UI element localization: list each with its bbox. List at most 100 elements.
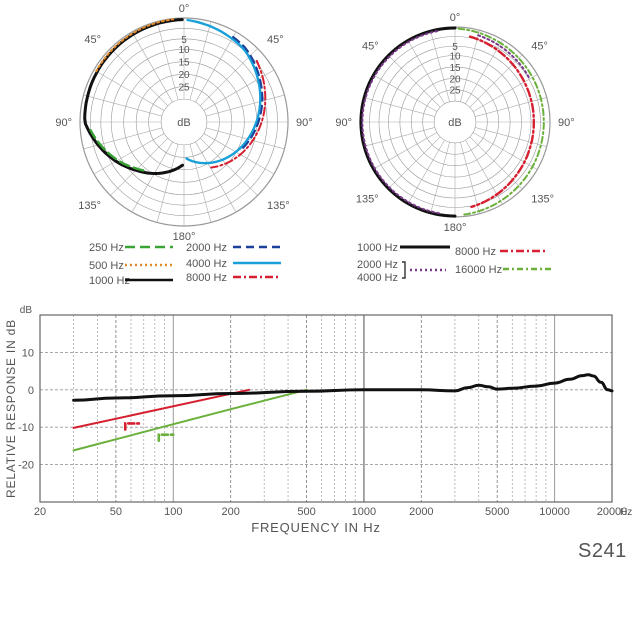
left-polar-angle-label: 135° (78, 200, 101, 212)
y-unit-label: dB (20, 305, 33, 316)
right-polar-spoke (475, 127, 547, 147)
series-line (72, 388, 251, 429)
right-polar-angle-label: 135° (356, 193, 379, 205)
rolloff-annotation (157, 433, 175, 442)
right-polar-ring-label: 5 (452, 42, 458, 53)
left-polar-spoke (199, 48, 258, 107)
polar-right-2000hz-curve (361, 30, 440, 215)
polar-right-4000hz-curve (477, 34, 531, 80)
left-polar-angle-label: 0° (179, 3, 190, 15)
left-polar-angle-label: 135° (267, 200, 290, 212)
y-tick-label: 10 (22, 347, 34, 359)
left-polar-center-label: dB (177, 117, 190, 129)
y-tick-label: -20 (18, 460, 34, 472)
right-polar-spoke (469, 136, 523, 190)
right-polar-ring-label: 15 (449, 63, 461, 74)
y-tick-label: -10 (18, 422, 34, 434)
left-polar-ring-label: 10 (178, 45, 190, 56)
left-polar-spoke (131, 141, 173, 213)
x-tick-label: 20000 (597, 506, 628, 518)
left-polar-angle-label: 45° (267, 34, 284, 46)
chart-frame (39, 314, 613, 503)
left-polar-spoke (156, 144, 179, 223)
left-polar-angle-label: 45° (84, 34, 101, 46)
left-polar-spoke (203, 69, 275, 111)
polar-left-500hz-curve (95, 18, 175, 73)
left-polar-spoke (199, 137, 258, 196)
left-polar-spoke (110, 137, 169, 196)
legend-left-label: 1000 Hz (89, 275, 130, 287)
legend-left-label: 500 Hz (89, 260, 124, 272)
legend-left-label: 8000 Hz (186, 272, 227, 284)
left-polar-spoke (131, 31, 173, 103)
right-polar-spoke (372, 74, 438, 112)
right-polar-center-label: dB (448, 117, 461, 129)
left-polar-spoke (195, 141, 237, 213)
right-polar-spoke (460, 142, 480, 214)
x-tick-label: 5000 (485, 506, 509, 518)
right-polar-angle-label: 180° (444, 222, 467, 234)
right-polar-spoke (460, 30, 480, 102)
x-tick-label: 20 (34, 506, 46, 518)
left-polar-ring-label: 5 (181, 35, 187, 46)
x-tick-label: 200 (221, 506, 239, 518)
left-polar-spoke (110, 48, 169, 107)
right-polar-angle-label: 0° (450, 12, 461, 24)
left-polar-spoke (156, 21, 179, 100)
right-polar-ring-label: 25 (449, 86, 461, 97)
right-polar-spoke (372, 132, 438, 170)
series-line (72, 373, 614, 402)
legend-left-label: 2000 Hz (186, 242, 227, 254)
right-polar-spoke (387, 136, 441, 190)
right-polar-spoke (363, 127, 435, 147)
y-axis-title: RELATIVE RESPONSE IN dB (4, 319, 18, 498)
right-polar-spoke (407, 139, 445, 205)
x-tick-label: 100 (164, 506, 182, 518)
polar-right-8000hz-curve (468, 35, 535, 209)
right-polar-spoke (475, 97, 547, 117)
legend-right-label: 1000 Hz (357, 242, 398, 254)
right-polar-spoke (472, 132, 538, 170)
right-polar-ring-label: 20 (449, 74, 461, 85)
polar-right-1000hz-curve (359, 26, 457, 218)
right-polar-angle-label: 45° (531, 41, 548, 53)
right-polar-angle-label: 45° (362, 41, 379, 53)
right-polar-spoke (469, 54, 523, 108)
left-polar-angle-label: 180° (173, 231, 196, 243)
left-polar-spoke (189, 21, 212, 100)
left-polar-spoke (206, 94, 285, 117)
legend-left-label: 4000 Hz (186, 258, 227, 270)
legend-right-label: 4000 Hz (357, 272, 398, 284)
left-polar-ring-label: 15 (178, 58, 190, 69)
right-polar-ring-label: 10 (449, 52, 461, 63)
right-polar-spoke (387, 54, 441, 108)
x-tick-label: 10000 (539, 506, 570, 518)
left-polar-angle-label: 90° (55, 117, 72, 129)
x-tick-label: 1000 (352, 506, 376, 518)
left-polar-spoke (93, 133, 165, 175)
y-tick-label: 0 (28, 385, 34, 397)
series-line (72, 388, 308, 452)
x-unit-label: Hz (620, 507, 632, 518)
legend-right-label: 2000 Hz (357, 259, 398, 271)
legend-right-label: 8000 Hz (455, 246, 496, 258)
polar-right-16000hz-curve (457, 27, 545, 216)
x-axis-title: FREQUENCY IN Hz (251, 520, 381, 535)
legend-left-label: 250 Hz (89, 242, 124, 254)
left-polar-ring-label: 25 (178, 83, 190, 94)
right-polar-angle-label: 135° (531, 193, 554, 205)
polar-left-4000hz-curve (185, 18, 262, 165)
left-polar-spoke (83, 94, 162, 117)
right-polar-angle-label: 90° (558, 117, 575, 129)
polar-left-250hz-curve (89, 129, 145, 172)
left-polar-angle-label: 90° (296, 117, 313, 129)
right-polar-spoke (472, 74, 538, 112)
legend-left: 250 Hz 500 Hz 1000 Hz 2000 Hz 4000 Hz 8000 Hz (89, 242, 281, 287)
model-name: S241 (578, 540, 627, 562)
left-polar-spoke (203, 133, 275, 175)
polar-left-8000hz-curve (210, 59, 267, 169)
left-polar-spoke (195, 31, 237, 103)
